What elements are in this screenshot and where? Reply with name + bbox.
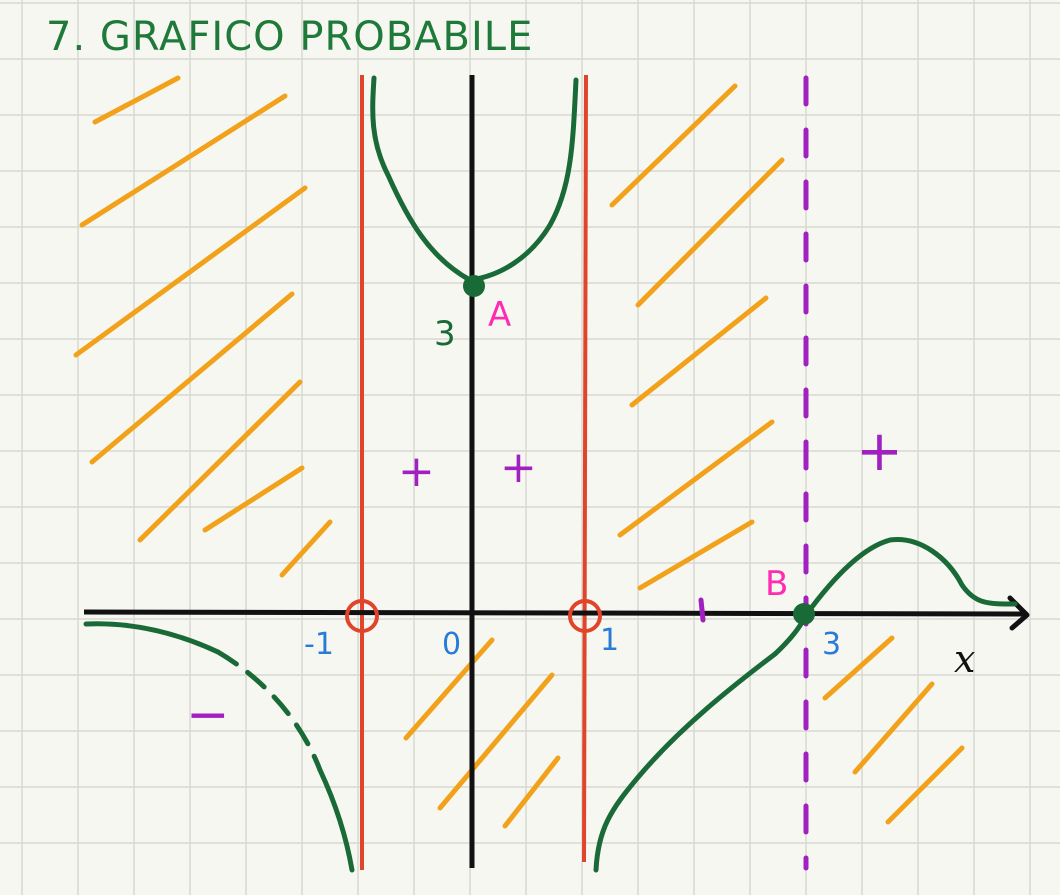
curve-branch-left-dashed <box>215 649 323 773</box>
hatch-line <box>137 379 303 543</box>
sign-plus-right-of-3: + <box>856 419 903 484</box>
hatch-line <box>617 419 775 538</box>
hatch-line <box>852 681 935 775</box>
tick-label-0: 0 <box>442 627 461 662</box>
curve-branch-left-solid <box>83 621 221 655</box>
hatch-line <box>502 755 561 829</box>
open-circle-icon <box>568 599 602 633</box>
point-b <box>793 603 815 625</box>
x-axis-label: x <box>954 637 975 681</box>
hatch-line <box>885 745 965 825</box>
excluded-region-hatching <box>73 75 965 829</box>
point-b-label: B <box>765 564 788 604</box>
sign-minus-far-left: − <box>186 685 230 745</box>
tick-label-minus-1: -1 <box>304 627 334 662</box>
hatch-line <box>609 83 738 208</box>
hatch-line <box>629 295 769 408</box>
page-title: 7. GRAFICO PROBABILE <box>46 14 533 60</box>
tick-mark-x-2 <box>698 597 706 623</box>
sign-plus-left-of-origin: + <box>398 446 435 497</box>
hatch-line <box>279 519 333 578</box>
hatch-line <box>73 185 308 358</box>
sign-plus-right-of-origin: + <box>500 442 537 493</box>
tick-label-3: 3 <box>822 627 841 662</box>
hatch-line <box>637 519 755 591</box>
x-axis <box>83 609 1025 617</box>
hatch-line <box>92 75 181 125</box>
point-a-y-value-label: 3 <box>434 314 456 354</box>
open-circle-icon <box>345 599 379 633</box>
tick-label-1: 1 <box>600 623 619 658</box>
hatch-line <box>635 157 785 308</box>
hatch-line <box>822 635 895 701</box>
hatch-line <box>79 93 288 228</box>
curve-branch-left-lower <box>317 767 355 873</box>
hatch-line <box>403 637 495 741</box>
hatch-line <box>437 672 555 811</box>
point-a <box>463 275 485 297</box>
asymptote-x-1 <box>582 74 588 863</box>
hatch-line <box>202 465 305 533</box>
point-a-label: A <box>488 295 511 335</box>
hatch-line <box>89 291 295 465</box>
